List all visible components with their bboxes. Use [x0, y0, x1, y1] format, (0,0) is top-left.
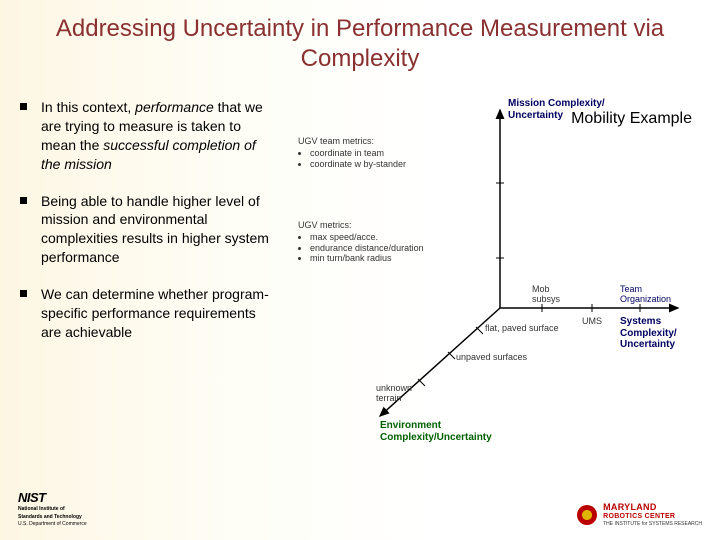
- axes-diagram: Mission Complexity/Uncertainty Systems C…: [280, 98, 700, 458]
- slide-title: Addressing Uncertainty in Performance Me…: [0, 0, 720, 80]
- nist-logo: NIST National Institute of Standards and…: [18, 491, 87, 528]
- diagram-column: Mobility Example: [270, 98, 710, 458]
- y-metrics-lower: UGV metrics: max speed/acce. endurance d…: [298, 220, 493, 264]
- bullet-text: Being able to handle higher level of mis…: [41, 192, 270, 268]
- bullet-marker-icon: [20, 197, 27, 204]
- umd-logo: MARYLAND ROBOTICS CENTER THE INSTITUTE f…: [577, 503, 702, 528]
- bullet-column: In this context, performance that we are…: [10, 98, 270, 458]
- umd-seal-icon: [577, 505, 597, 525]
- bullet-item: We can determine whether program-specifi…: [20, 285, 270, 342]
- content-row: In this context, performance that we are…: [0, 80, 720, 458]
- x-tick-mob: Mobsubsys: [532, 284, 560, 305]
- z-tick-unknown: unknownterrain: [376, 383, 412, 404]
- z-axis-label: EnvironmentComplexity/Uncertainty: [380, 420, 492, 443]
- x-tick-ums: UMS: [582, 316, 602, 326]
- bullet-text: We can determine whether program-specifi…: [41, 285, 270, 342]
- x-tick-team: TeamOrganization: [620, 284, 671, 305]
- bullet-item: Being able to handle higher level of mis…: [20, 192, 270, 268]
- z-tick-unpaved: unpaved surfaces: [456, 352, 527, 362]
- x-axis-label: Systems Complexity/Uncertainty: [620, 316, 700, 351]
- y-metrics-upper: UGV team metrics: coordinate in team coo…: [298, 136, 483, 169]
- bullet-marker-icon: [20, 103, 27, 110]
- y-axis-label: Mission Complexity/Uncertainty: [508, 98, 605, 121]
- bullet-item: In this context, performance that we are…: [20, 98, 270, 174]
- z-tick-flat: flat, paved surface: [485, 323, 559, 333]
- bullet-text: In this context, performance that we are…: [41, 98, 270, 174]
- bullet-marker-icon: [20, 290, 27, 297]
